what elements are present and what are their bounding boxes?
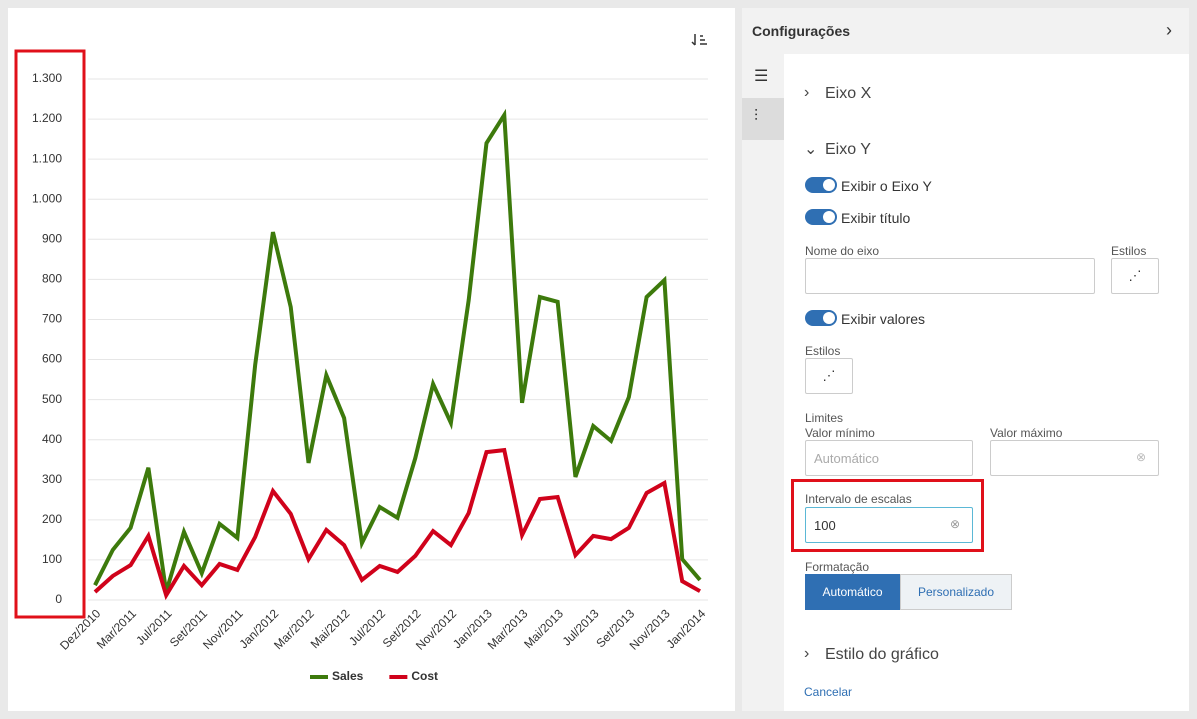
field-label: Valor mínimo: [805, 426, 875, 440]
y-tick-label: 900: [42, 231, 62, 245]
x-tick-label: Jan/2014: [664, 606, 709, 651]
y-tick-label: 1.200: [32, 111, 62, 125]
x-tick-label: Mai/2013: [521, 606, 566, 651]
y-tick-label: 1.100: [32, 151, 62, 165]
style-button[interactable]: ⋰: [805, 358, 853, 394]
style-button[interactable]: ⋰: [1111, 258, 1159, 294]
field-label: Estilos: [1111, 244, 1147, 258]
series-line: [93, 447, 701, 601]
toggle-label: Exibir o Eixo Y: [841, 178, 932, 194]
tab-icon[interactable]: ☰: [754, 68, 769, 85]
y-tick-label: 100: [42, 552, 62, 566]
clear-icon[interactable]: ⊗: [1136, 450, 1147, 464]
collapse-icon[interactable]: ›: [1166, 20, 1172, 40]
toggle[interactable]: [805, 310, 837, 326]
toggle[interactable]: [805, 209, 837, 225]
highlight-box: [14, 49, 86, 619]
y-tick-label: 200: [42, 512, 62, 526]
highlight-box: [791, 479, 984, 552]
y-tick-label: 800: [42, 272, 62, 286]
field-label: Limites: [805, 411, 844, 425]
chevron[interactable]: ›: [804, 645, 810, 662]
toggle[interactable]: [805, 177, 837, 193]
tab-active[interactable]: [742, 98, 784, 140]
interval-input[interactable]: [805, 507, 973, 543]
section-title[interactable]: Eixo X: [825, 85, 872, 102]
x-tick-label: Mai/2012: [308, 606, 353, 651]
chart: 0 100 200 300 400 500 600 700 800 900 1.000 1.100 1.…: [14, 34, 709, 683]
panel-header: [742, 8, 1189, 54]
legend-label: Cost: [411, 669, 438, 683]
y-tick-label: 0: [55, 592, 62, 606]
settings-panel: Configurações › ☰ ⫶ › Eixo X ⌄ Eixo Y Ex…: [742, 8, 1189, 711]
chevron[interactable]: ⌄: [804, 141, 818, 158]
section-title[interactable]: Estilo do gráfico: [825, 646, 939, 663]
max-input[interactable]: [990, 440, 1159, 476]
y-tick-label: 700: [42, 312, 62, 326]
field-label: Nome do eixo: [805, 244, 880, 258]
panel-title: Configurações: [752, 23, 851, 39]
toggle-button[interactable]: Personalizado: [900, 574, 1012, 610]
cancel-link[interactable]: Cancelar: [804, 685, 853, 699]
chevron[interactable]: ›: [804, 84, 810, 101]
placeholder: Automático: [814, 451, 880, 466]
section-title[interactable]: Eixo Y: [825, 141, 871, 158]
field-label: Estilos: [805, 344, 841, 358]
tab-icon[interactable]: ⫶: [754, 108, 759, 125]
y-tick-label: 500: [42, 392, 62, 406]
clear-icon[interactable]: ⊗: [950, 517, 961, 531]
text-input[interactable]: [805, 258, 1095, 294]
field-label: Intervalo de escalas: [805, 492, 912, 506]
input-value: 100: [814, 518, 836, 533]
toggle-button[interactable]: Automático: [805, 574, 900, 610]
sort-icon[interactable]: [691, 34, 707, 46]
y-tick-label: 400: [42, 432, 62, 446]
field-label: Valor máximo: [990, 426, 1063, 440]
y-tick-label: 1.000: [32, 191, 62, 205]
min-input[interactable]: [805, 440, 973, 476]
series-line: [93, 108, 702, 593]
field-label: Formatação: [805, 560, 870, 574]
y-tick-label: 600: [42, 352, 62, 366]
y-tick-label: 1.300: [32, 71, 62, 85]
x-tick-label: Mar/2011: [94, 606, 139, 651]
toggle-label: Exibir valores: [841, 311, 926, 327]
y-tick-label: 300: [42, 472, 62, 486]
toggle-label: Exibir título: [841, 210, 911, 226]
legend-label: Sales: [332, 669, 364, 683]
tab-bar: [742, 54, 784, 711]
